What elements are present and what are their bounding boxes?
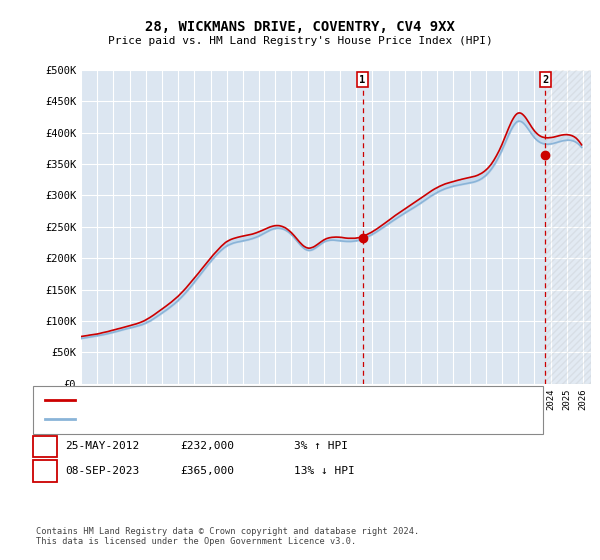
Text: 2: 2: [542, 74, 548, 85]
Text: HPI: Average price, detached house, Coventry: HPI: Average price, detached house, Cove…: [81, 414, 334, 423]
Text: £365,000: £365,000: [180, 466, 234, 476]
Text: 1: 1: [359, 74, 365, 85]
Text: Price paid vs. HM Land Registry's House Price Index (HPI): Price paid vs. HM Land Registry's House …: [107, 36, 493, 46]
Text: 28, WICKMANS DRIVE, COVENTRY, CV4 9XX: 28, WICKMANS DRIVE, COVENTRY, CV4 9XX: [145, 20, 455, 34]
Text: 3% ↑ HPI: 3% ↑ HPI: [294, 441, 348, 451]
Text: Contains HM Land Registry data © Crown copyright and database right 2024.
This d: Contains HM Land Registry data © Crown c…: [36, 526, 419, 546]
Text: £232,000: £232,000: [180, 441, 234, 451]
Text: 25-MAY-2012: 25-MAY-2012: [65, 441, 139, 451]
Text: 28, WICKMANS DRIVE, COVENTRY, CV4 9XX (detached house): 28, WICKMANS DRIVE, COVENTRY, CV4 9XX (d…: [81, 396, 392, 405]
Text: 08-SEP-2023: 08-SEP-2023: [65, 466, 139, 476]
Text: 13% ↓ HPI: 13% ↓ HPI: [294, 466, 355, 476]
Text: 1: 1: [41, 441, 49, 451]
Text: 2: 2: [41, 466, 49, 476]
